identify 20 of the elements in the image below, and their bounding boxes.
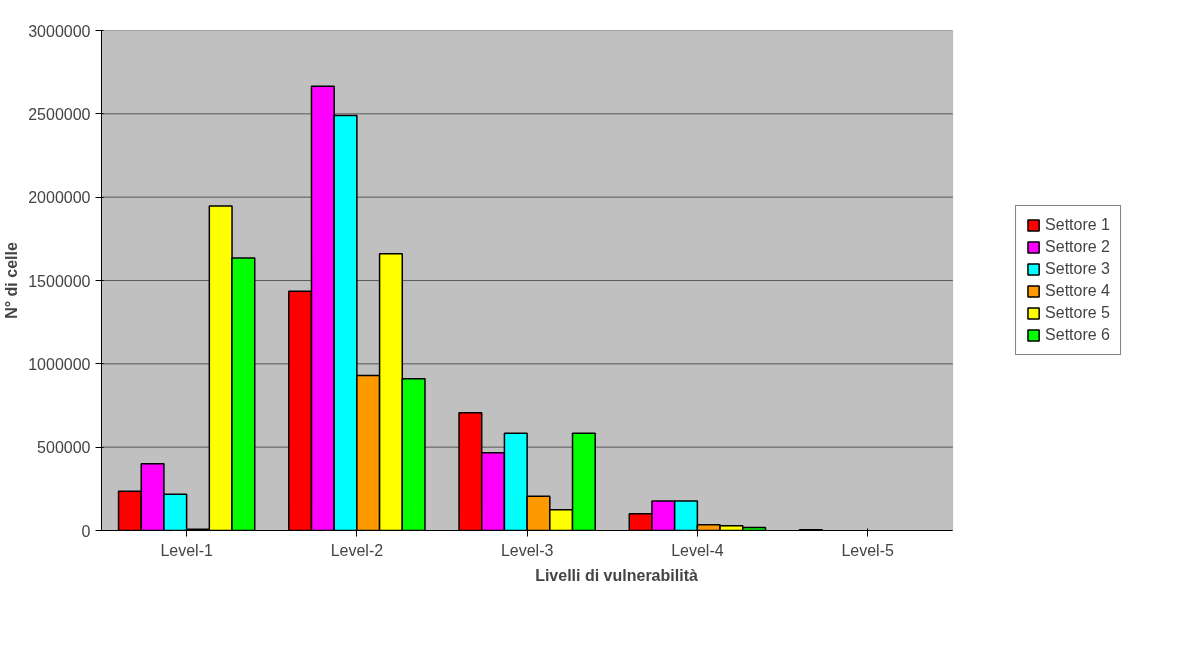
y-tick-label: 1500000 xyxy=(28,272,91,290)
y-tick-label: 2000000 xyxy=(28,189,91,207)
legend-label: Settore 3 xyxy=(1045,260,1110,278)
y-tick-label: 0 xyxy=(81,522,91,540)
x-tick-label: Level-3 xyxy=(500,541,554,559)
x-tick-label: Level-4 xyxy=(671,541,724,559)
legend-label: Settore 1 xyxy=(1045,216,1110,234)
x-axis-title: Livelli di vulnerabilità xyxy=(535,566,698,584)
x-tick-label: Level-1 xyxy=(160,541,213,559)
y-tick-label: 2500000 xyxy=(28,105,91,123)
x-tick-label: Level-5 xyxy=(841,541,894,559)
legend-label: Settore 6 xyxy=(1045,326,1110,344)
legend-label: Settore 4 xyxy=(1045,282,1110,300)
y-axis-title: N° di celle xyxy=(3,242,21,319)
y-tick-label: 1000000 xyxy=(28,355,91,373)
legend-label: Settore 5 xyxy=(1045,304,1110,322)
legend-label: Settore 2 xyxy=(1045,238,1110,256)
y-tick-label: 3000000 xyxy=(28,22,91,40)
y-tick-label: 500000 xyxy=(37,439,91,457)
x-tick-label: Level-2 xyxy=(330,541,384,559)
